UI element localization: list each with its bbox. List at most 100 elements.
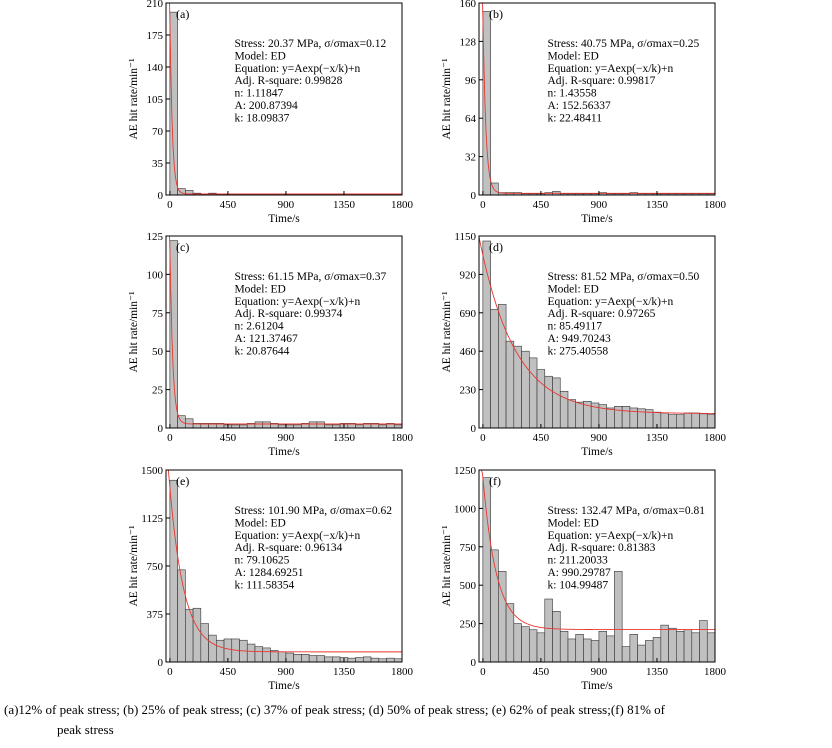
y-tick-label: 1500 <box>141 465 164 477</box>
plot-frame <box>478 235 716 429</box>
bar <box>277 651 287 663</box>
bar <box>301 654 310 663</box>
y-axis-label: AE hit rate/min⁻¹ <box>441 525 453 607</box>
x-tick-label: 1800 <box>704 432 727 444</box>
bar <box>668 414 677 429</box>
annotation-line: k: 104.99487 <box>547 579 608 591</box>
bar <box>583 638 592 663</box>
x-tick-label: 1350 <box>333 666 356 678</box>
y-tick-label: 0 <box>158 657 164 669</box>
plot-frame <box>165 235 403 429</box>
x-tick-label: 450 <box>533 199 550 211</box>
x-axis-label: Time/s <box>268 446 300 458</box>
bar <box>645 640 654 663</box>
bar <box>386 657 395 663</box>
x-tick-label: 450 <box>220 432 237 444</box>
y-tick-label: 920 <box>460 269 477 281</box>
annotation-line: Adj. R-square: 0.81383 <box>547 542 655 554</box>
x-tick-label: 900 <box>591 199 608 211</box>
y-tick-label: 1150 <box>454 231 476 243</box>
bar <box>660 412 669 429</box>
annotation-line: Adj. R-square: 0.99828 <box>234 75 342 87</box>
bar <box>590 640 600 663</box>
annotation-line: A: 949.70243 <box>547 333 611 345</box>
bar <box>660 624 669 663</box>
plot-frame <box>478 469 716 663</box>
x-axis-label: Time/s <box>268 680 300 692</box>
y-tick-label: 35 <box>152 158 164 170</box>
panel-label: (b) <box>489 7 503 21</box>
bar <box>559 630 569 663</box>
x-tick-label: 1800 <box>391 432 414 444</box>
bar <box>262 647 271 663</box>
y-tick-label: 1250 <box>454 465 477 477</box>
bar <box>699 620 708 663</box>
bar <box>324 656 333 663</box>
annotation-line: Model: ED <box>234 283 285 295</box>
bar <box>490 309 499 429</box>
bar <box>606 407 615 429</box>
bar <box>192 607 202 663</box>
annotation-line: Adj. R-square: 0.99817 <box>547 75 655 87</box>
bar <box>637 644 646 663</box>
annotation-line: k: 111.58354 <box>234 579 294 591</box>
chart-panel-a: 0 450 900 1350 1800 0 35 70 105 140 175 210 Time/s AE… <box>128 0 414 225</box>
y-tick-label: 125 <box>147 231 164 243</box>
annotation-line: Model: ED <box>234 517 285 529</box>
y-axis-label: AE hit rate/min⁻¹ <box>128 291 140 373</box>
y-tick-label: 750 <box>147 561 164 573</box>
annotation-line: A: 121.37467 <box>234 333 298 345</box>
bar <box>308 655 318 663</box>
plot-frame <box>478 2 716 196</box>
x-tick-label: 1800 <box>704 199 727 211</box>
bar <box>370 657 380 663</box>
bar <box>513 623 522 663</box>
annotation-line: k: 22.48411 <box>547 112 602 124</box>
bar <box>606 635 615 663</box>
annotation-line: A: 152.56337 <box>547 100 611 112</box>
y-tick-label: 75 <box>152 308 164 320</box>
bar <box>308 421 318 429</box>
x-tick-label: 0 <box>167 666 173 678</box>
y-tick-label: 250 <box>460 619 477 631</box>
bar <box>691 632 700 663</box>
x-axis-label: Time/s <box>581 213 613 225</box>
figure-caption: (a)12% of peak stress; (b) 25% of peak s… <box>4 700 828 740</box>
chart-panel-b: 0 450 900 1350 1800 0 32 64 96 128 160 Time/s AE hit… <box>441 0 727 225</box>
bar <box>332 656 341 663</box>
y-tick-label: 70 <box>152 126 164 138</box>
annotation-line: Model: ED <box>547 517 598 529</box>
annotation-line: Equation: y=Aexp(−x/k)+n <box>547 530 673 542</box>
y-tick-label: 0 <box>471 190 477 202</box>
bar <box>567 399 577 429</box>
annotation-line: Model: ED <box>234 50 285 62</box>
annotation-line: Adj. R-square: 0.97265 <box>547 308 655 320</box>
x-tick-label: 1350 <box>333 199 356 211</box>
y-tick-label: 1125 <box>141 513 163 525</box>
annotation-line: Stress: 81.52 MPa, σ/σmax=0.50 <box>547 271 699 283</box>
y-tick-label: 0 <box>158 190 164 202</box>
annotation-line: n: 85.49117 <box>547 321 602 333</box>
bar <box>614 571 623 663</box>
panel-label: (e) <box>176 474 189 488</box>
y-tick-label: 1000 <box>454 503 477 515</box>
bar <box>246 643 256 663</box>
annotation-line: n: 1.43558 <box>547 88 596 100</box>
y-tick-label: 140 <box>147 62 164 74</box>
annotation-line: Adj. R-square: 0.99374 <box>234 308 342 320</box>
annotation-line: Adj. R-square: 0.96134 <box>234 542 342 554</box>
bar <box>169 240 178 429</box>
y-tick-label: 100 <box>147 269 164 281</box>
bar <box>544 598 553 663</box>
bar <box>169 11 178 196</box>
panel-label: (c) <box>176 240 189 254</box>
annotation-line: Equation: y=Aexp(−x/k)+n <box>234 63 360 75</box>
x-tick-label: 1800 <box>391 199 414 211</box>
y-tick-label: 25 <box>152 385 164 397</box>
y-tick-label: 128 <box>460 36 477 48</box>
annotation-line: k: 18.09837 <box>234 112 289 124</box>
x-tick-label: 1350 <box>646 666 669 678</box>
bar <box>629 634 638 663</box>
bar <box>355 657 364 663</box>
bar <box>208 634 217 663</box>
